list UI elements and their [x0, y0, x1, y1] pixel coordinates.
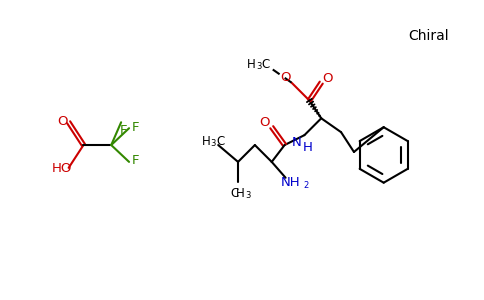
Text: F: F	[131, 121, 139, 134]
Text: NH: NH	[281, 176, 301, 189]
Text: O: O	[58, 115, 68, 128]
Text: HO: HO	[51, 162, 72, 175]
Text: O: O	[259, 116, 270, 129]
Text: N: N	[292, 136, 302, 148]
Text: 3: 3	[256, 62, 261, 71]
Text: O: O	[280, 71, 291, 84]
Text: 3: 3	[245, 191, 250, 200]
Text: F: F	[120, 124, 127, 137]
Text: C: C	[262, 58, 270, 71]
Text: H: H	[236, 187, 245, 200]
Text: C: C	[230, 187, 238, 200]
Text: H: H	[302, 140, 312, 154]
Text: C: C	[216, 135, 225, 148]
Text: H: H	[247, 58, 256, 71]
Text: F: F	[131, 154, 139, 167]
Text: Chiral: Chiral	[408, 29, 449, 43]
Text: 2: 2	[303, 181, 309, 190]
Text: O: O	[322, 72, 333, 85]
Text: 3: 3	[210, 139, 216, 148]
Text: H: H	[201, 135, 210, 148]
